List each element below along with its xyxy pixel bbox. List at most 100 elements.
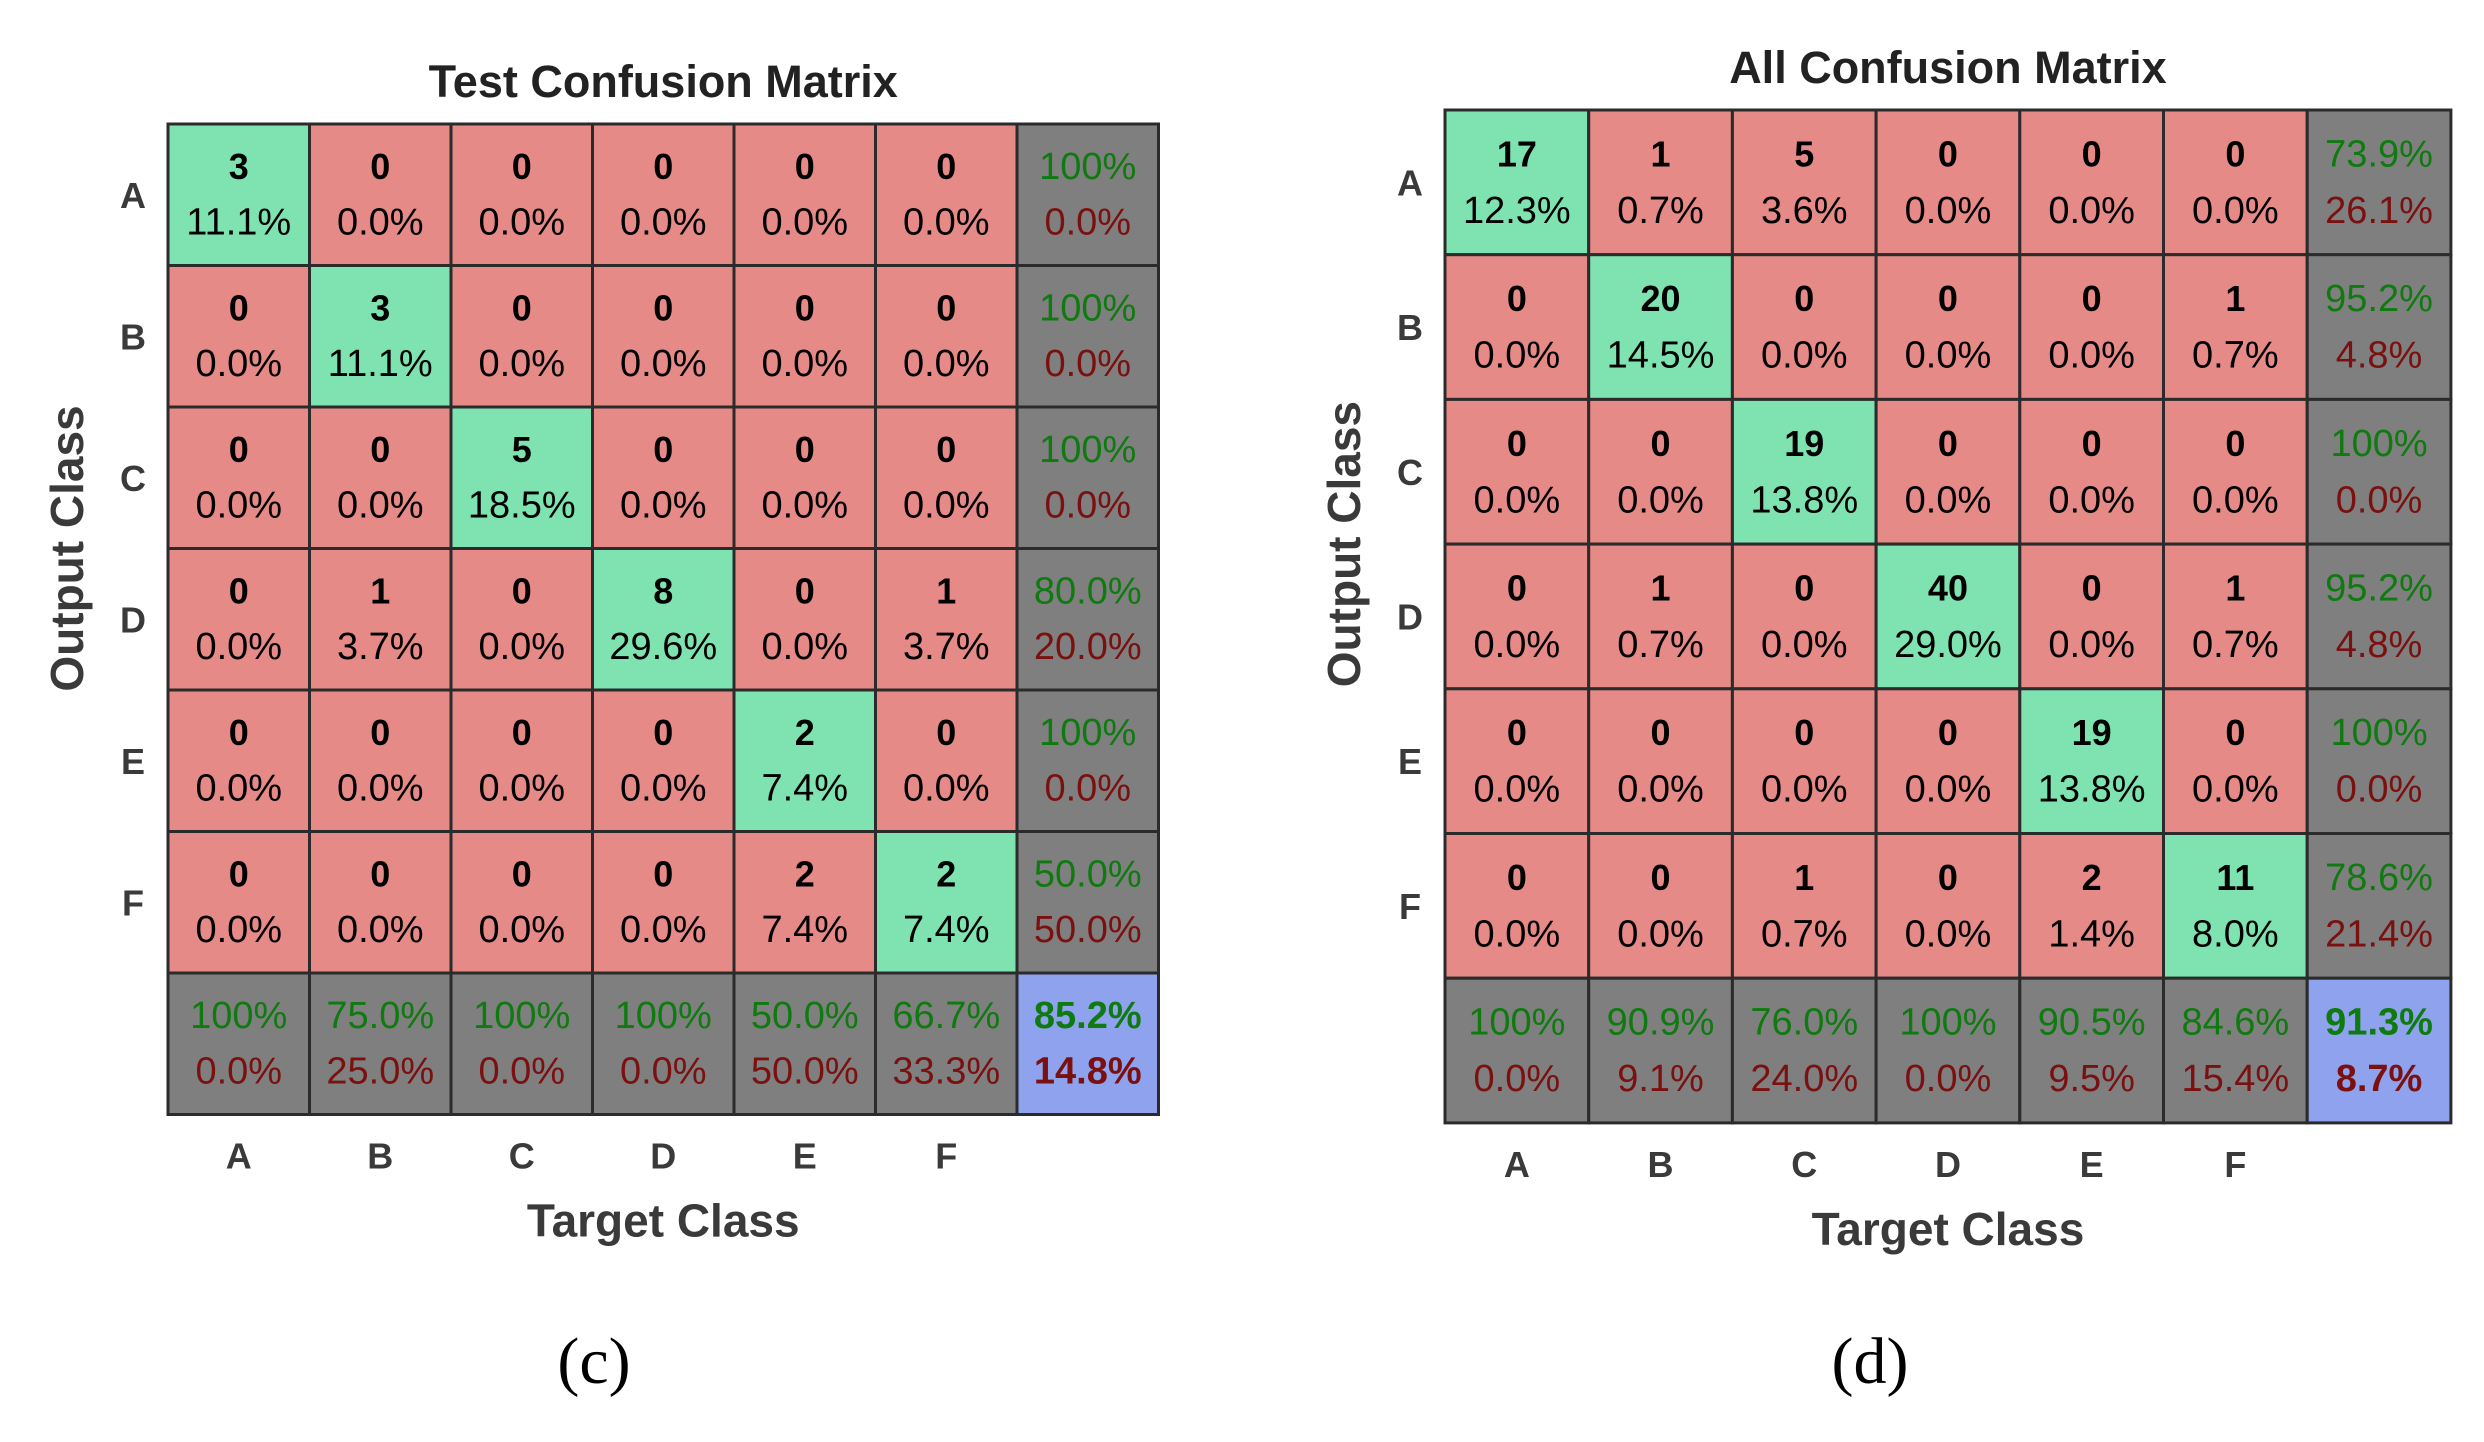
cell-count: 0 <box>2225 133 2245 174</box>
cell-count: 0 <box>653 146 673 187</box>
cell-count: 0 <box>795 146 815 187</box>
row-error: 21.4% <box>2325 913 2433 955</box>
cell-count: 0 <box>1651 857 1671 898</box>
overall-accuracy: 91.3% <box>2325 1002 2433 1044</box>
column-accuracy: 100% <box>1899 1002 1996 1044</box>
cell-percentage: 0.0% <box>1761 624 1848 666</box>
cell-count: 1 <box>936 571 956 612</box>
misclassified-cell <box>1443 253 1591 401</box>
cell-count: 0 <box>229 429 249 470</box>
cell-count: 0 <box>512 571 532 612</box>
column-error: 9.5% <box>2048 1058 2135 1100</box>
correct-cell <box>449 405 594 550</box>
cell-percentage: 0.0% <box>195 626 282 668</box>
misclassified-cell <box>308 830 453 975</box>
cell-count: 2 <box>795 854 815 895</box>
row-accuracy: 95.2% <box>2325 278 2433 320</box>
x-tick-label: C <box>1791 1144 1817 1185</box>
x-tick-label: A <box>226 1136 252 1177</box>
confusion-matrix-panel-c: Test Confusion Matrix 3 11.1% 0 0.0% 0 0.0% 0 0.… <box>41 56 1160 1398</box>
cell-count: 0 <box>2225 712 2245 753</box>
cell-count: 0 <box>936 429 956 470</box>
misclassified-cell <box>1874 832 2022 980</box>
cell-count: 0 <box>370 712 390 753</box>
cell-percentage: 0.0% <box>2192 190 2279 232</box>
misclassified-cell <box>2162 397 2309 546</box>
misclassified-cell <box>1443 542 1591 691</box>
cell-percentage: 7.4% <box>761 767 848 809</box>
column-summary-cell <box>874 971 1019 1116</box>
cell-percentage: 0.0% <box>337 201 424 243</box>
column-accuracy: 100% <box>1468 1002 1565 1044</box>
cell-percentage: 0.0% <box>195 909 282 951</box>
cell-percentage: 13.8% <box>1750 479 1858 521</box>
cell-count: 0 <box>653 288 673 329</box>
cell-count: 1 <box>1651 568 1671 609</box>
cell-percentage: 0.0% <box>1474 624 1561 666</box>
x-axis-label: Target Class <box>1812 1203 2085 1255</box>
cell-count: 0 <box>795 571 815 612</box>
y-tick-label: F <box>1399 886 1421 927</box>
cell-count: 0 <box>1794 278 1814 319</box>
cell-percentage: 0.0% <box>2192 769 2279 811</box>
correct-cell <box>1587 253 1734 401</box>
misclassified-cell <box>1587 108 1734 257</box>
row-accuracy: 50.0% <box>1034 854 1142 896</box>
cell-count: 0 <box>1938 133 1958 174</box>
cell-count: 0 <box>1938 423 1958 464</box>
misclassified-cell <box>2018 108 2166 257</box>
cell-percentage: 3.7% <box>903 626 990 668</box>
y-tick-label: F <box>122 882 144 923</box>
x-tick-label: F <box>2224 1144 2246 1185</box>
row-accuracy: 80.0% <box>1034 571 1142 613</box>
misclassified-cell <box>1443 397 1591 546</box>
x-tick-label: E <box>2080 1144 2104 1185</box>
column-accuracy: 100% <box>473 995 570 1037</box>
column-accuracy: 90.9% <box>1607 1002 1715 1044</box>
column-accuracy: 75.0% <box>326 995 434 1037</box>
column-summary-cell <box>1443 976 1591 1125</box>
column-summary-cell <box>732 971 877 1116</box>
cell-count: 0 <box>370 429 390 470</box>
cell-count: 40 <box>1928 568 1968 609</box>
x-tick-label: A <box>1504 1144 1530 1185</box>
cell-count: 0 <box>1938 712 1958 753</box>
cell-percentage: 18.5% <box>468 484 576 526</box>
cell-percentage: 0.0% <box>1905 769 1992 811</box>
cell-percentage: 11.1% <box>328 343 433 385</box>
y-tick-label: D <box>120 599 146 640</box>
cell-percentage: 0.0% <box>1617 913 1704 955</box>
row-accuracy: 100% <box>1039 712 1136 754</box>
column-error: 0.0% <box>478 1050 565 1092</box>
cell-percentage: 0.0% <box>337 767 424 809</box>
row-error: 26.1% <box>2325 190 2433 232</box>
column-error: 25.0% <box>326 1050 434 1092</box>
column-error: 24.0% <box>1750 1058 1858 1100</box>
cell-count: 5 <box>512 429 532 470</box>
cell-percentage: 0.0% <box>620 343 707 385</box>
row-accuracy: 100% <box>1039 146 1136 188</box>
misclassified-cell <box>1730 253 1878 401</box>
cell-percentage: 0.0% <box>478 201 565 243</box>
cell-percentage: 7.4% <box>761 909 848 951</box>
misclassified-cell <box>1730 542 1878 691</box>
column-error: 0.0% <box>1474 1058 1561 1100</box>
cell-percentage: 0.7% <box>2192 624 2279 666</box>
cell-count: 0 <box>1651 712 1671 753</box>
y-tick-label: E <box>121 741 145 782</box>
row-summary-cell <box>2305 253 2453 401</box>
misclassified-cell <box>2162 687 2309 835</box>
cell-percentage: 0.0% <box>1905 190 1992 232</box>
cell-count: 0 <box>229 571 249 612</box>
column-accuracy: 66.7% <box>892 995 1000 1037</box>
misclassified-cell <box>1587 397 1734 546</box>
row-error: 0.0% <box>1044 484 1131 526</box>
cell-count: 11 <box>2216 857 2254 898</box>
row-summary-cell <box>2305 397 2453 546</box>
cell-count: 20 <box>1641 278 1681 319</box>
misclassified-cell <box>732 264 877 409</box>
cell-count: 0 <box>653 429 673 470</box>
y-tick-label: C <box>120 458 146 499</box>
column-error: 0.0% <box>1905 1058 1992 1100</box>
